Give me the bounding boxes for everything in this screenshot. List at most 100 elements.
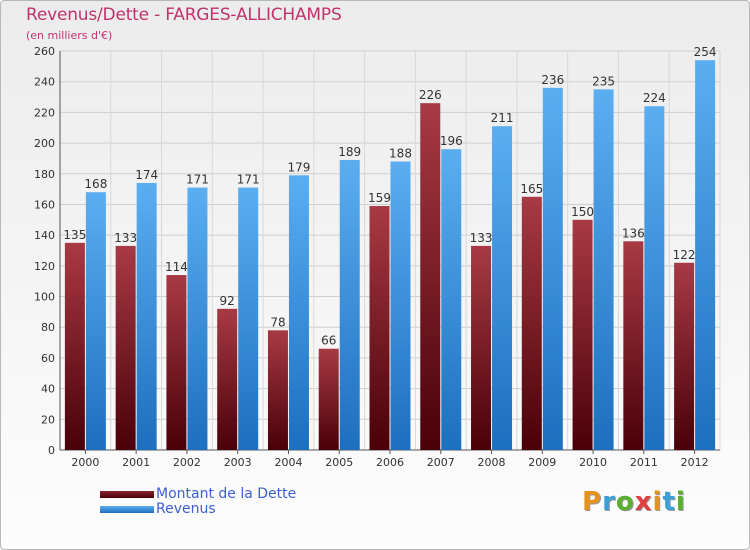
value-label-debt: 92 <box>220 294 235 308</box>
x-tick-label: 2009 <box>528 456 556 469</box>
bar-debt <box>420 103 441 450</box>
bar-debt <box>521 196 542 450</box>
bar-revenue <box>339 159 360 450</box>
value-label-revenue: 196 <box>440 134 463 148</box>
y-tick-label: 100 <box>34 291 55 304</box>
bar-debt <box>623 241 644 450</box>
chart-title: Revenus/Dette - FARGES-ALLICHAMPS <box>26 5 342 25</box>
value-label-revenue: 168 <box>84 177 107 191</box>
value-label-debt: 136 <box>622 226 645 240</box>
x-tick-label: 2010 <box>579 456 607 469</box>
bar-debt <box>166 275 187 450</box>
proxiti-logo: Proxiti <box>582 487 686 517</box>
y-tick-label: 220 <box>34 106 55 119</box>
bar-revenue <box>644 106 665 450</box>
bar-revenue <box>695 60 716 450</box>
bar-debt <box>572 219 593 450</box>
value-label-revenue: 224 <box>643 91 666 105</box>
legend-item-debt: Montant de la Dette <box>100 487 296 502</box>
bar-revenue <box>288 175 309 451</box>
bar-revenue <box>593 89 614 450</box>
bar-revenue <box>187 187 208 451</box>
bar-debt <box>369 205 390 450</box>
bar-revenue <box>542 87 563 450</box>
logo-letter: P <box>582 487 603 517</box>
logo-letter: o <box>615 487 635 517</box>
value-label-revenue: 174 <box>135 168 158 182</box>
y-tick-label: 260 <box>34 45 55 58</box>
y-tick-label: 120 <box>34 260 55 273</box>
logo-letter: i <box>652 487 663 517</box>
bar-revenue <box>238 187 259 451</box>
axes: 0 20 40 60 80 100 120 140 160 180 200 220 240 260 2000… <box>34 45 720 469</box>
bar-debt <box>471 245 492 450</box>
value-label-revenue: 188 <box>389 146 412 160</box>
logo-letter: x <box>634 487 653 517</box>
bar-revenue <box>441 149 462 450</box>
x-tick-label: 2000 <box>71 456 99 469</box>
bar-revenue <box>85 192 106 450</box>
value-label-debt: 114 <box>165 260 188 274</box>
x-tick-label: 2008 <box>478 456 506 469</box>
bar-debt <box>64 242 85 450</box>
x-tick-label: 2005 <box>325 456 353 469</box>
value-labels: 135 168 133 174 114 171 92 171 78 179 66 189 159 188 2… <box>63 45 716 348</box>
value-label-debt: 66 <box>321 334 336 348</box>
y-tick-label: 240 <box>34 76 55 89</box>
bar-revenue <box>136 182 157 450</box>
x-tick-label: 2003 <box>224 456 252 469</box>
value-label-debt: 165 <box>520 182 543 196</box>
value-label-debt: 122 <box>673 248 696 262</box>
y-tick-label: 40 <box>41 383 55 396</box>
value-label-debt: 78 <box>270 315 285 329</box>
bar-revenue <box>492 126 513 450</box>
logo-letter: t <box>662 487 676 517</box>
value-label-debt: 159 <box>368 191 391 205</box>
legend-label-debt: Montant de la Dette <box>156 486 297 502</box>
y-tick-label: 0 <box>48 444 55 457</box>
value-label-revenue: 179 <box>288 160 311 174</box>
x-tick-label: 2001 <box>122 456 150 469</box>
chart-subtitle: (en milliers d'€) <box>26 29 113 42</box>
bar-debt <box>267 330 288 450</box>
value-label-revenue: 189 <box>338 145 361 159</box>
legend-swatch-revenue <box>100 506 154 513</box>
x-tick-label: 2007 <box>427 456 455 469</box>
value-label-revenue: 171 <box>237 173 260 187</box>
value-label-revenue: 171 <box>186 173 209 187</box>
value-label-debt: 133 <box>470 231 493 245</box>
legend-label-revenue: Revenus <box>156 501 216 517</box>
x-tick-label: 2012 <box>681 456 709 469</box>
legend: Montant de la Dette Revenus <box>100 487 296 517</box>
bar-revenue <box>390 161 411 450</box>
logo-letter: i <box>675 487 686 517</box>
x-tick-label: 2006 <box>376 456 404 469</box>
value-label-debt: 135 <box>63 228 86 242</box>
legend-item-revenue: Revenus <box>100 502 296 517</box>
y-tick-label: 160 <box>34 198 55 211</box>
bar-debt <box>318 348 339 450</box>
y-tick-label: 200 <box>34 137 55 150</box>
grid-lines <box>59 50 721 451</box>
y-tick-label: 60 <box>41 352 55 365</box>
value-label-revenue: 254 <box>694 45 717 59</box>
x-tick-label: 2004 <box>274 456 302 469</box>
y-tick-label: 140 <box>34 229 55 242</box>
y-tick-label: 20 <box>41 413 55 426</box>
x-tick-label: 2011 <box>630 456 658 469</box>
bar-debt <box>674 262 695 450</box>
value-label-debt: 226 <box>419 88 442 102</box>
bar-debt <box>115 245 136 450</box>
y-tick-label: 80 <box>41 321 55 334</box>
value-label-debt: 150 <box>571 205 594 219</box>
value-label-revenue: 235 <box>592 74 615 88</box>
value-label-revenue: 211 <box>491 111 514 125</box>
value-label-revenue: 236 <box>541 73 564 87</box>
legend-swatch-debt <box>100 491 154 498</box>
y-tick-label: 180 <box>34 168 55 181</box>
x-tick-label: 2002 <box>173 456 201 469</box>
bar-debt <box>217 308 238 450</box>
logo-letter: r <box>602 487 616 517</box>
bars <box>64 60 716 451</box>
